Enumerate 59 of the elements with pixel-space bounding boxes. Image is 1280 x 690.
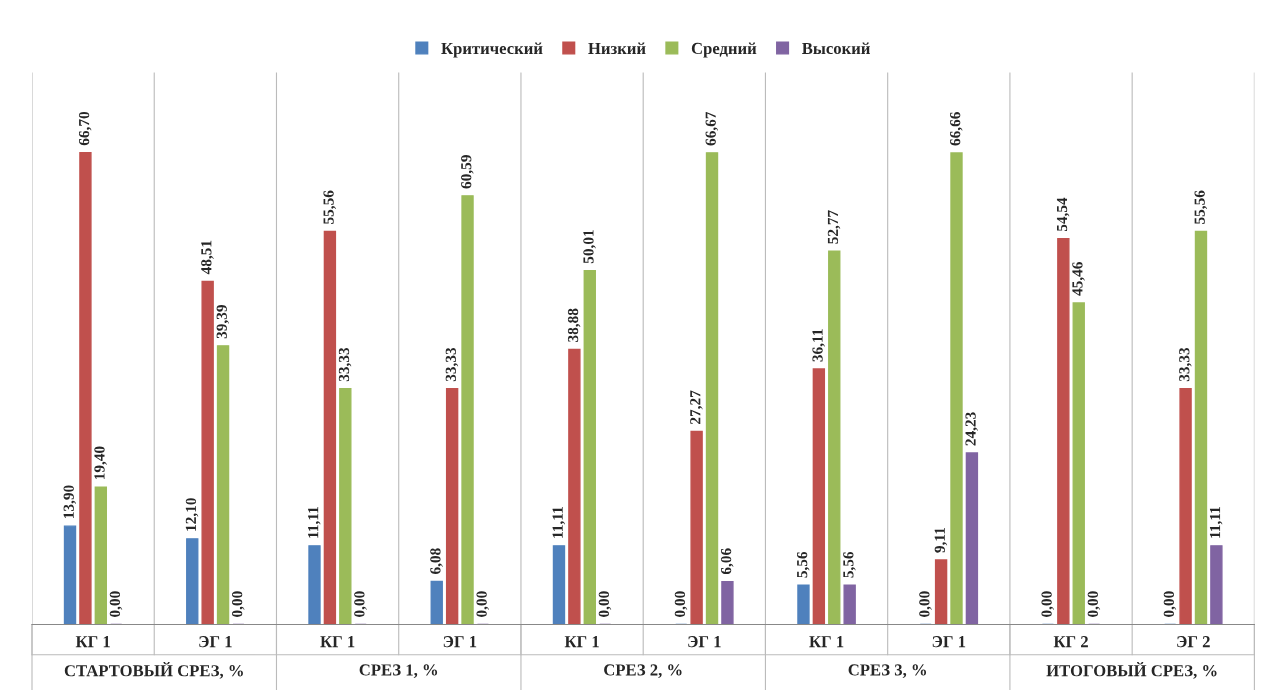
- legend-label: Высокий: [802, 42, 870, 55]
- text: СРЕЗ 3, %: [848, 664, 927, 678]
- data-label: 9,11: [934, 527, 948, 553]
- x-tick-label: КГ 1: [564, 636, 599, 648]
- data-label: 12,10: [185, 498, 199, 531]
- data-label: 0,00: [354, 591, 367, 617]
- data-label: 0,00: [1087, 591, 1101, 617]
- data-label: 0,00: [674, 591, 688, 617]
- data-label: 19,40: [94, 446, 107, 480]
- data-label: 39,39: [216, 305, 230, 339]
- legend-label: Низкий: [588, 42, 646, 55]
- data-label: 48,51: [201, 240, 214, 275]
- x-tick-label: ЭГ 2: [1177, 636, 1210, 648]
- data-label: 11,11: [308, 507, 321, 538]
- x-tick-label: КГ 1: [809, 636, 844, 648]
- x-tick-label: ЭГ 1: [443, 636, 477, 648]
- data-label: 45,46: [1072, 262, 1085, 296]
- data-label: 11,11: [552, 507, 566, 538]
- data-label: 33,33: [445, 347, 459, 382]
- text: СРЕЗ 2, %: [604, 664, 682, 678]
- data-label: 50,01: [583, 230, 596, 264]
- data-label: 0,00: [598, 591, 612, 617]
- data-label: 5,56: [797, 551, 810, 578]
- data-label: 33,33: [338, 347, 352, 382]
- data-label: 38,88: [567, 308, 581, 342]
- data-label: 0,00: [231, 591, 245, 617]
- data-label: 27,27: [690, 390, 703, 424]
- data-label: 0,00: [1041, 591, 1054, 617]
- legend-label: Средний: [691, 42, 757, 58]
- data-label: 0,00: [476, 591, 489, 617]
- data-label: 54,54: [1056, 197, 1070, 232]
- data-label: 0,00: [109, 591, 123, 617]
- data-label: 36,11: [812, 329, 825, 362]
- data-label: 24,23: [965, 412, 978, 446]
- text: СТАРТОВЫЙ СРЕЗ, %: [64, 662, 243, 679]
- x-tick-label: ЭГ 1: [199, 636, 232, 648]
- data-label: 0,00: [1163, 591, 1177, 617]
- data-label: 52,77: [827, 210, 841, 244]
- data-label: 60,59: [461, 155, 474, 189]
- data-label: 66,70: [78, 111, 92, 146]
- data-label: 66,67: [705, 111, 719, 146]
- data-label: 33,33: [1179, 347, 1192, 382]
- data-label: 6,08: [430, 548, 443, 574]
- data-label: 11,11: [1209, 507, 1223, 538]
- text: ИТОГОВЫЙ СРЕЗ, %: [1046, 662, 1217, 679]
- x-tick-label: КГ 1: [320, 636, 355, 648]
- data-label: 66,66: [950, 112, 963, 146]
- data-label: 55,56: [323, 190, 336, 224]
- legend-label: Критический: [441, 42, 543, 58]
- data-label: 5,56: [843, 551, 856, 578]
- data-label: 55,56: [1194, 190, 1208, 224]
- data-label: 6,06: [720, 548, 734, 575]
- data-label: 13,90: [63, 485, 77, 518]
- data-label: 0,00: [919, 591, 932, 617]
- x-tick-label: ЭГ 1: [688, 636, 721, 648]
- text: СРЕЗ 1, %: [359, 664, 438, 678]
- x-tick-label: КГ 2: [1053, 636, 1088, 648]
- x-tick-label: КГ 1: [75, 636, 110, 648]
- x-tick-label: ЭГ 1: [932, 636, 966, 648]
